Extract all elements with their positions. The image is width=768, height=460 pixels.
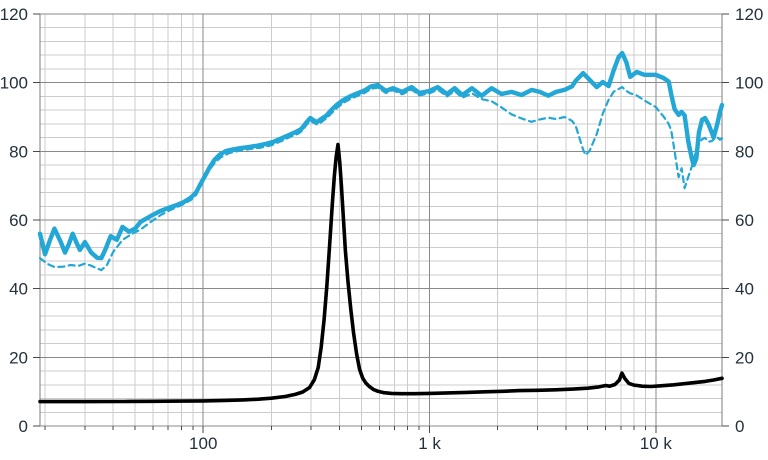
y-axis-label-right: 80 xyxy=(735,142,754,161)
y-axis-label-left: 80 xyxy=(9,142,28,161)
y-axis-label-left: 100 xyxy=(0,74,28,93)
x-axis-label: 100 xyxy=(189,434,217,453)
impedance-curve xyxy=(38,142,724,404)
y-axis-label-left: 60 xyxy=(9,211,28,230)
y-axis-label-right: 60 xyxy=(735,211,754,230)
y-axis-label-right: 120 xyxy=(735,5,763,24)
x-axis-label: 10 k xyxy=(640,434,673,453)
y-axis-label-right: 40 xyxy=(735,280,754,299)
axis-tick-layer xyxy=(33,13,729,433)
y-axis-label-left: 20 xyxy=(9,348,28,367)
series-layer xyxy=(37,50,725,404)
y-axis-label-right: 0 xyxy=(735,417,744,436)
y-axis-label-left: 40 xyxy=(9,280,28,299)
axis-label-layer: 0 0 20 20 40 40 60 60 80 80 100 100 120 120 100 1 k 10 k xyxy=(0,5,763,453)
y-axis-label-left: 120 xyxy=(0,5,28,24)
y-axis-label-right: 100 xyxy=(735,74,763,93)
y-axis-label-left: 0 xyxy=(19,417,28,436)
x-axis-label: 1 k xyxy=(418,434,441,453)
y-axis-label-right: 20 xyxy=(735,348,754,367)
response-solid-curve xyxy=(37,50,725,261)
